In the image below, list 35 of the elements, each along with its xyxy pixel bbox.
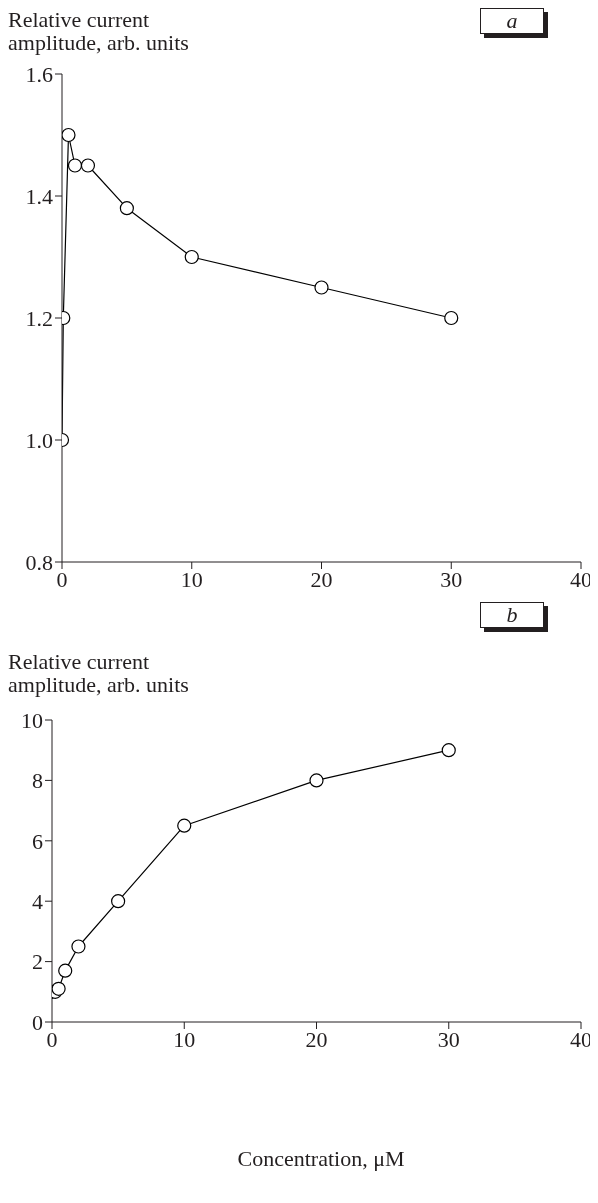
x-tick-label: 10 — [173, 1026, 196, 1052]
point — [184, 249, 199, 265]
point — [80, 158, 96, 173]
y-tick-label: 1.2 — [25, 305, 53, 331]
y-tick-label: 2 — [32, 949, 43, 975]
x-tick-label: 20 — [310, 566, 333, 592]
x-tick-label: 10 — [180, 566, 203, 592]
point — [71, 939, 86, 954]
y-tick-label: 4 — [32, 889, 43, 915]
point — [177, 818, 192, 833]
y-tick-label: 10 — [21, 707, 43, 733]
point — [314, 280, 329, 295]
y-tick-label: 0.8 — [25, 549, 53, 575]
point — [111, 894, 126, 909]
point — [58, 963, 73, 978]
point — [444, 310, 459, 326]
chart-title: a — [480, 8, 544, 34]
y-tick-label: 1.4 — [25, 183, 53, 209]
y-tick-label: 1.6 — [25, 61, 53, 87]
y-tick-label: 1.0 — [25, 427, 53, 453]
x-axis-title: Concentration, μM — [236, 1146, 406, 1172]
point — [67, 158, 83, 173]
y-tick-label: 0 — [32, 1009, 43, 1035]
x-tick-label: 30 — [437, 1026, 460, 1052]
y-axis-title: Relative current amplitude, arb. units — [8, 649, 190, 697]
y-tick-label: 6 — [32, 828, 43, 854]
point — [309, 773, 324, 788]
chart-title: b — [480, 602, 544, 628]
y-tick-label: 8 — [32, 768, 43, 794]
x-tick-label: 20 — [305, 1026, 328, 1052]
point — [119, 201, 134, 216]
x-tick-label: 30 — [440, 566, 463, 592]
point — [441, 743, 456, 758]
point — [62, 127, 76, 143]
y-axis-title: Relative current amplitude, arb. units — [8, 7, 190, 55]
